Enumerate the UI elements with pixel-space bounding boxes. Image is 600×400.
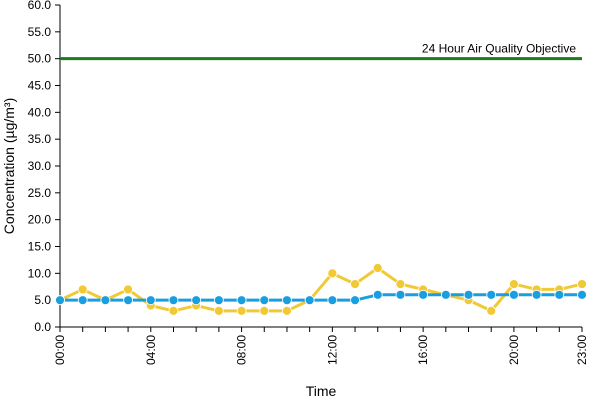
y-tick-label: 20.0	[28, 213, 52, 227]
series-2-point	[531, 289, 542, 300]
series-1-point	[577, 279, 587, 289]
y-tick-label: 25.0	[28, 186, 52, 200]
x-axis-ticks: 00:00 04:00 08:00 12:00 16:00 20:00 23:00	[53, 327, 589, 365]
series-2-point	[577, 289, 587, 300]
y-tick-label: 60.0	[28, 0, 52, 12]
series-1-point	[213, 305, 224, 316]
series-2-point	[509, 289, 519, 300]
series-2-point	[327, 295, 338, 306]
series-1-point	[327, 268, 338, 279]
y-tick-label: 30.0	[28, 159, 52, 173]
series-2-point	[418, 289, 429, 300]
series-2-point	[77, 295, 88, 306]
series-1-point	[372, 263, 383, 273]
series-2-point	[145, 295, 156, 306]
series-2-point	[55, 295, 65, 306]
series-1-point	[77, 284, 88, 295]
series-2-point	[123, 295, 133, 306]
series-2-point	[440, 289, 451, 300]
reference-line-group: 24 Hour Air Quality Objective	[60, 42, 582, 61]
x-tick-label: 16:00	[416, 335, 430, 365]
series-2-point	[100, 295, 111, 306]
x-tick-label: 08:00	[235, 335, 249, 365]
y-tick-label: 10.0	[28, 266, 52, 280]
series-2-point	[463, 289, 474, 300]
series-1-point	[395, 279, 406, 289]
y-tick-label: 0.0	[34, 320, 51, 334]
series-group	[55, 263, 587, 316]
series-2-point	[236, 295, 247, 306]
series-1-point	[259, 305, 270, 316]
y-tick-label: 15.0	[28, 240, 52, 254]
y-tick-label: 55.0	[28, 25, 52, 39]
series-2-point	[191, 295, 202, 306]
series-2-point	[486, 289, 497, 300]
series-2-point	[282, 295, 292, 306]
y-tick-label: 50.0	[28, 52, 52, 66]
series-1-point	[486, 305, 497, 316]
y-tick-label: 45.0	[28, 79, 52, 93]
series-1-point	[350, 279, 360, 289]
series-2-point	[304, 295, 315, 306]
x-tick-label: 00:00	[53, 335, 67, 365]
reference-line-label: 24 Hour Air Quality Objective	[422, 42, 576, 56]
series-1-point	[168, 305, 179, 316]
x-tick-label: 20:00	[507, 335, 521, 365]
x-tick-label: 23:00	[575, 335, 589, 365]
y-tick-label: 40.0	[28, 105, 52, 119]
series-line-1	[59, 266, 583, 313]
series-2-point	[213, 295, 224, 306]
y-tick-label: 5.0	[34, 293, 51, 307]
y-axis-ticks: 0.0 5.0 10.0 15.0 20.0 25.0 30.0 35.0 40.0 45.0 50…	[28, 0, 60, 334]
series-1-point	[123, 284, 133, 295]
series-2-point	[554, 289, 565, 300]
series-1-point	[509, 279, 519, 289]
y-tick-label: 35.0	[28, 132, 52, 146]
series-2-point	[350, 295, 360, 306]
series-2-point	[168, 295, 179, 306]
series-1-point	[282, 305, 292, 316]
x-axis-title: Time	[306, 383, 337, 399]
x-tick-label: 04:00	[144, 335, 158, 365]
series-1-point	[236, 305, 247, 316]
series-2-point	[259, 295, 270, 306]
x-tick-label: 12:00	[325, 335, 339, 365]
y-axis-title: Concentration (µg/m³)	[1, 98, 17, 234]
series-2-point	[372, 289, 383, 300]
series-2-point	[395, 289, 406, 300]
